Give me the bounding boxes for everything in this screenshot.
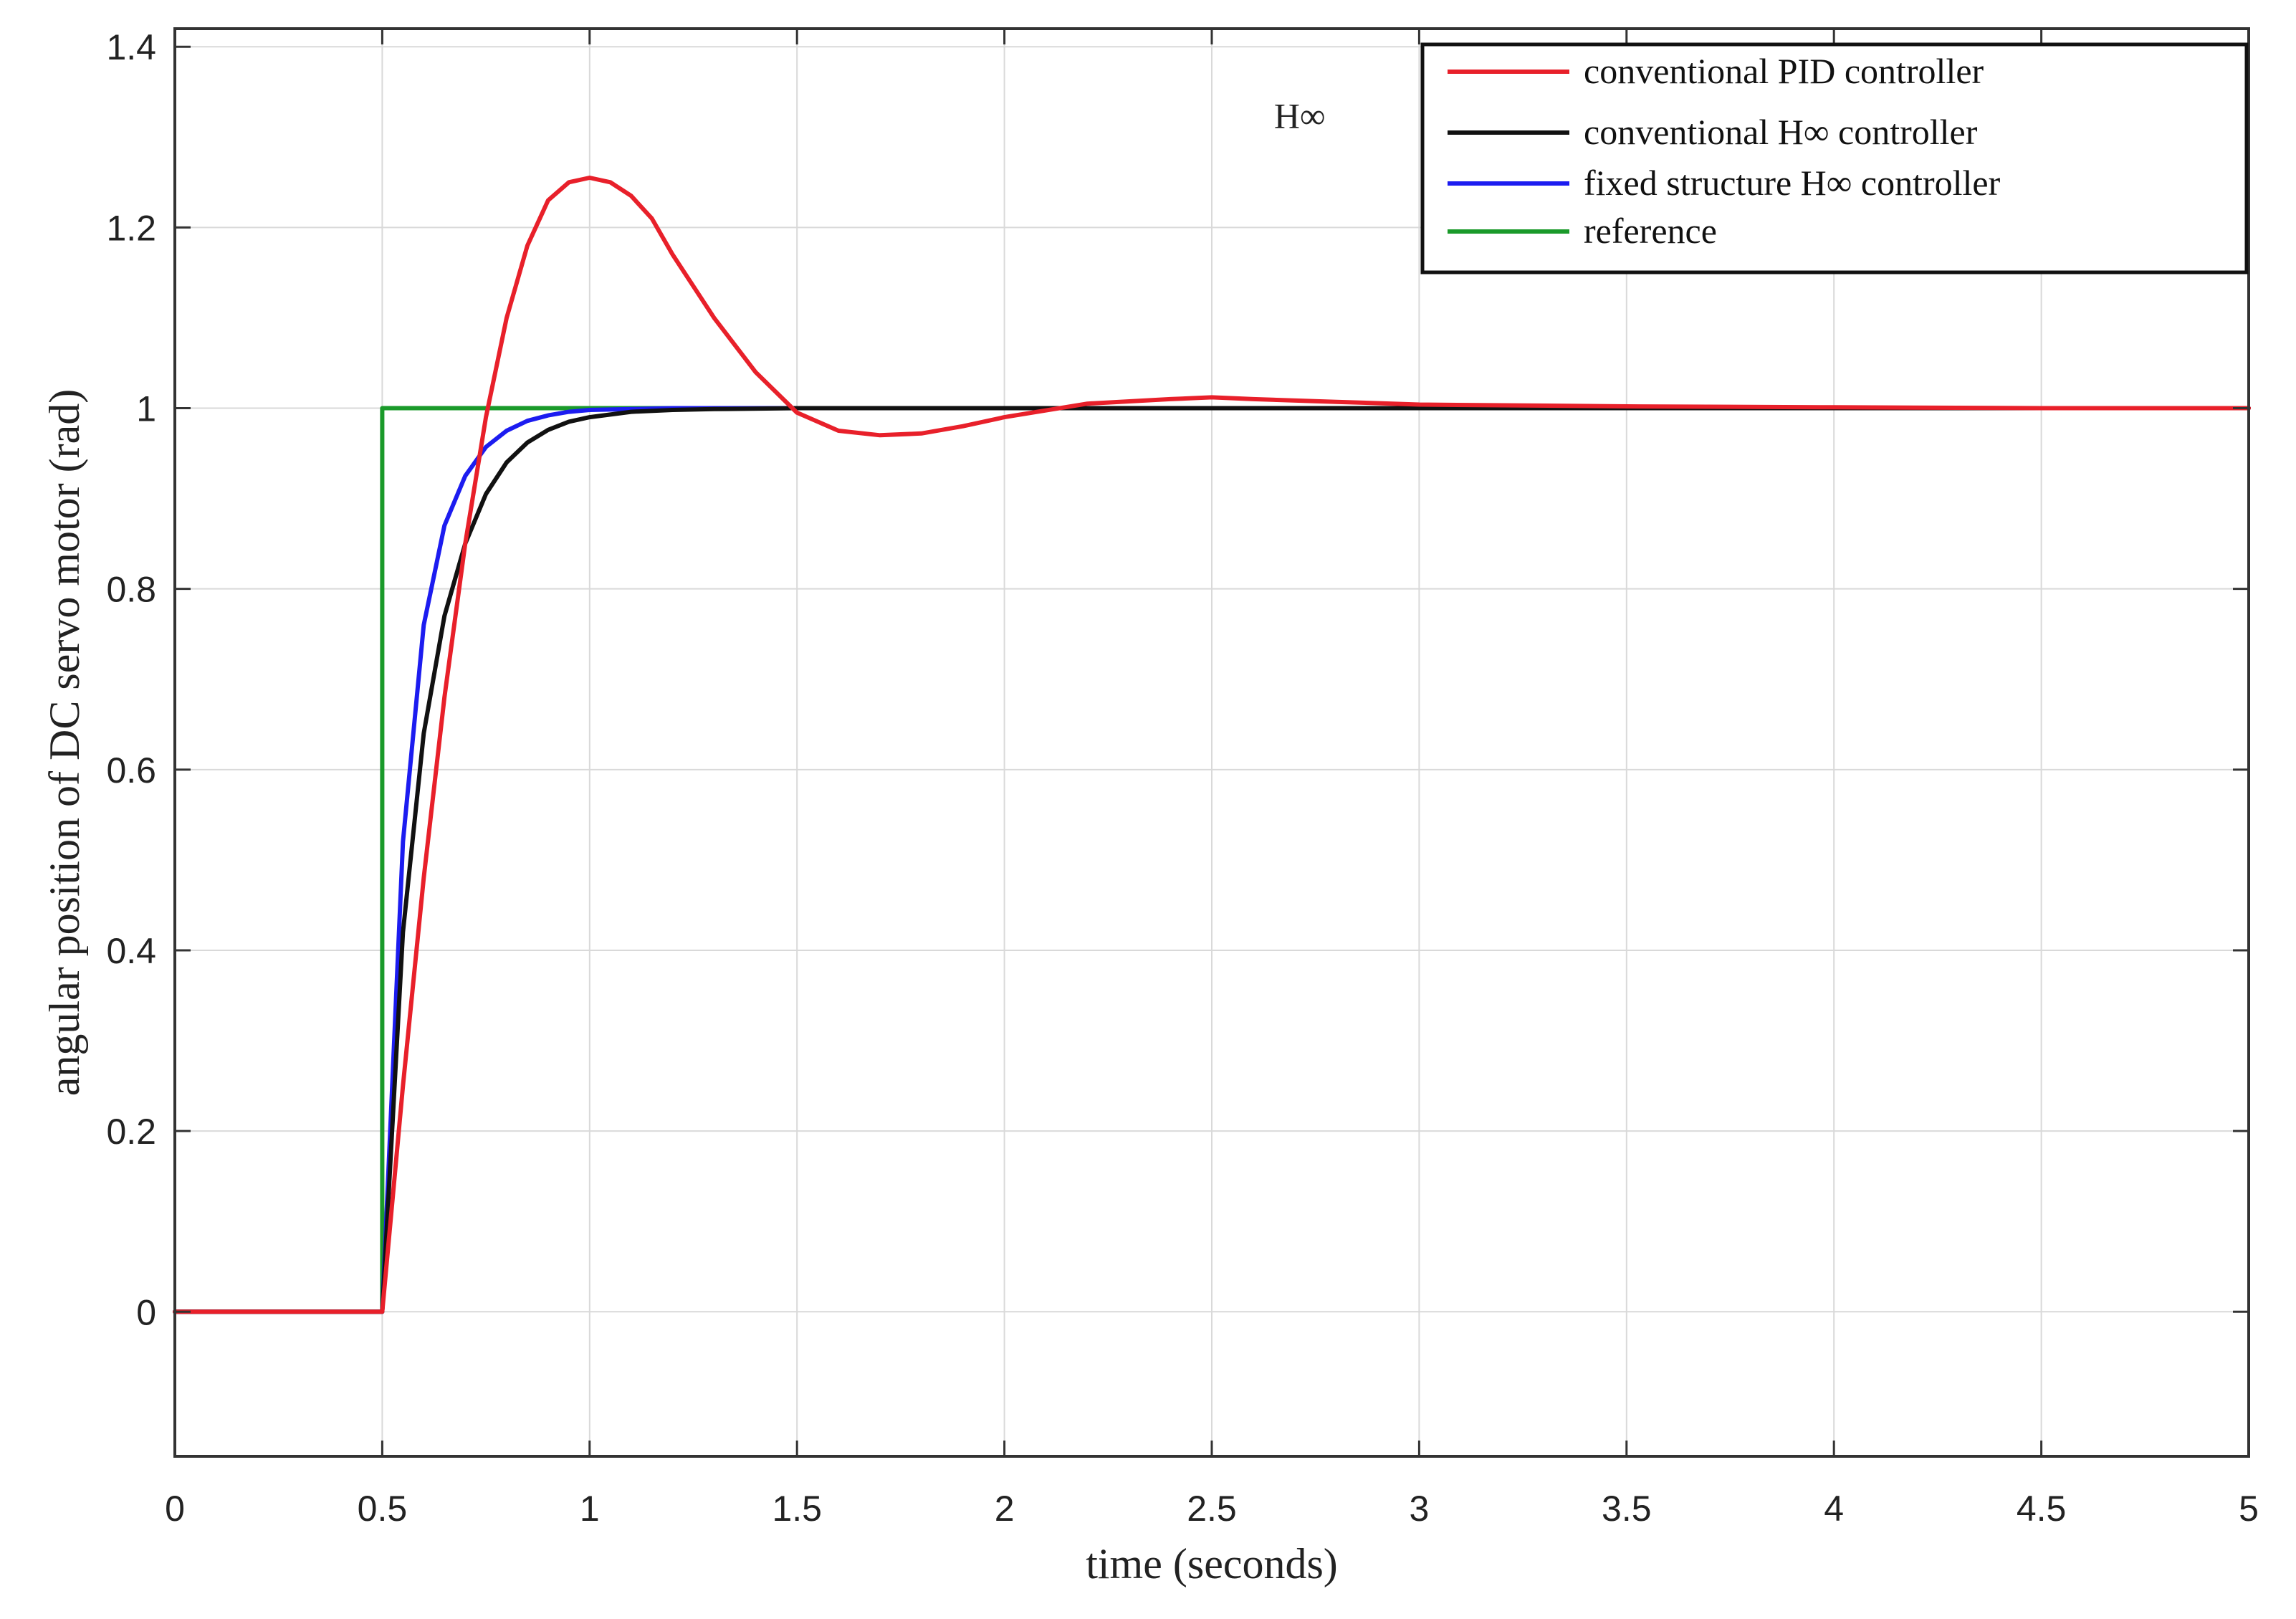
x-tick-label: 0 xyxy=(165,1489,185,1529)
x-tick-label: 3 xyxy=(1409,1489,1429,1529)
x-tick-label: 0.5 xyxy=(358,1489,408,1529)
series-lines xyxy=(173,176,2251,1314)
y-tick-label: 0.8 xyxy=(106,570,156,610)
annotation-h-infinity: H∞ xyxy=(1274,96,1326,136)
legend-box xyxy=(1420,42,2249,274)
legend-label-conventional-pid-controller: conventional PID controller xyxy=(1584,51,1984,91)
y-tick-label: 0.4 xyxy=(106,931,156,971)
y-tick-label: 1 xyxy=(136,389,156,429)
x-tick-label: 2 xyxy=(995,1489,1015,1529)
legend-label-conventional-h-controller: conventional H∞ controller xyxy=(1584,112,1978,152)
x-tick-label: 3.5 xyxy=(1602,1489,1652,1529)
y-tick-label: 0.2 xyxy=(106,1112,156,1152)
legend-label-reference: reference xyxy=(1584,211,1717,251)
x-tick-label: 1.5 xyxy=(772,1489,822,1529)
y-tick-label: 0.6 xyxy=(106,750,156,791)
series-line-conventional-pid-controller xyxy=(173,176,2251,1314)
x-axis-title: time (seconds) xyxy=(1086,1540,1338,1587)
x-tick-label: 5 xyxy=(2239,1489,2259,1529)
y-axis-title: angular position of DC servo motor (rad) xyxy=(41,389,88,1096)
y-tick-label: 0 xyxy=(136,1292,156,1332)
legend-label-fixed-structure-h-controller: fixed structure H∞ controller xyxy=(1584,163,2001,203)
axis-ticks: 0 0.5 1 1.5 2 2.5 3 3.5 4 4.5 5 0 0.2 0.4 0.6 0.8 1 1.2 1.… xyxy=(106,27,2258,1529)
y-tick-label: 1.2 xyxy=(106,208,156,248)
y-tick-label: 1.4 xyxy=(106,27,156,67)
x-tick-label: 4.5 xyxy=(2017,1489,2067,1529)
x-tick-label: 2.5 xyxy=(1187,1489,1237,1529)
legend: conventional PID controller conventional … xyxy=(1420,42,2249,274)
grid-lines xyxy=(175,29,2249,1456)
x-tick-label: 4 xyxy=(1824,1489,1844,1529)
x-tick-label: 1 xyxy=(580,1489,600,1529)
series-line-conventional-h-controller xyxy=(173,406,2251,1314)
